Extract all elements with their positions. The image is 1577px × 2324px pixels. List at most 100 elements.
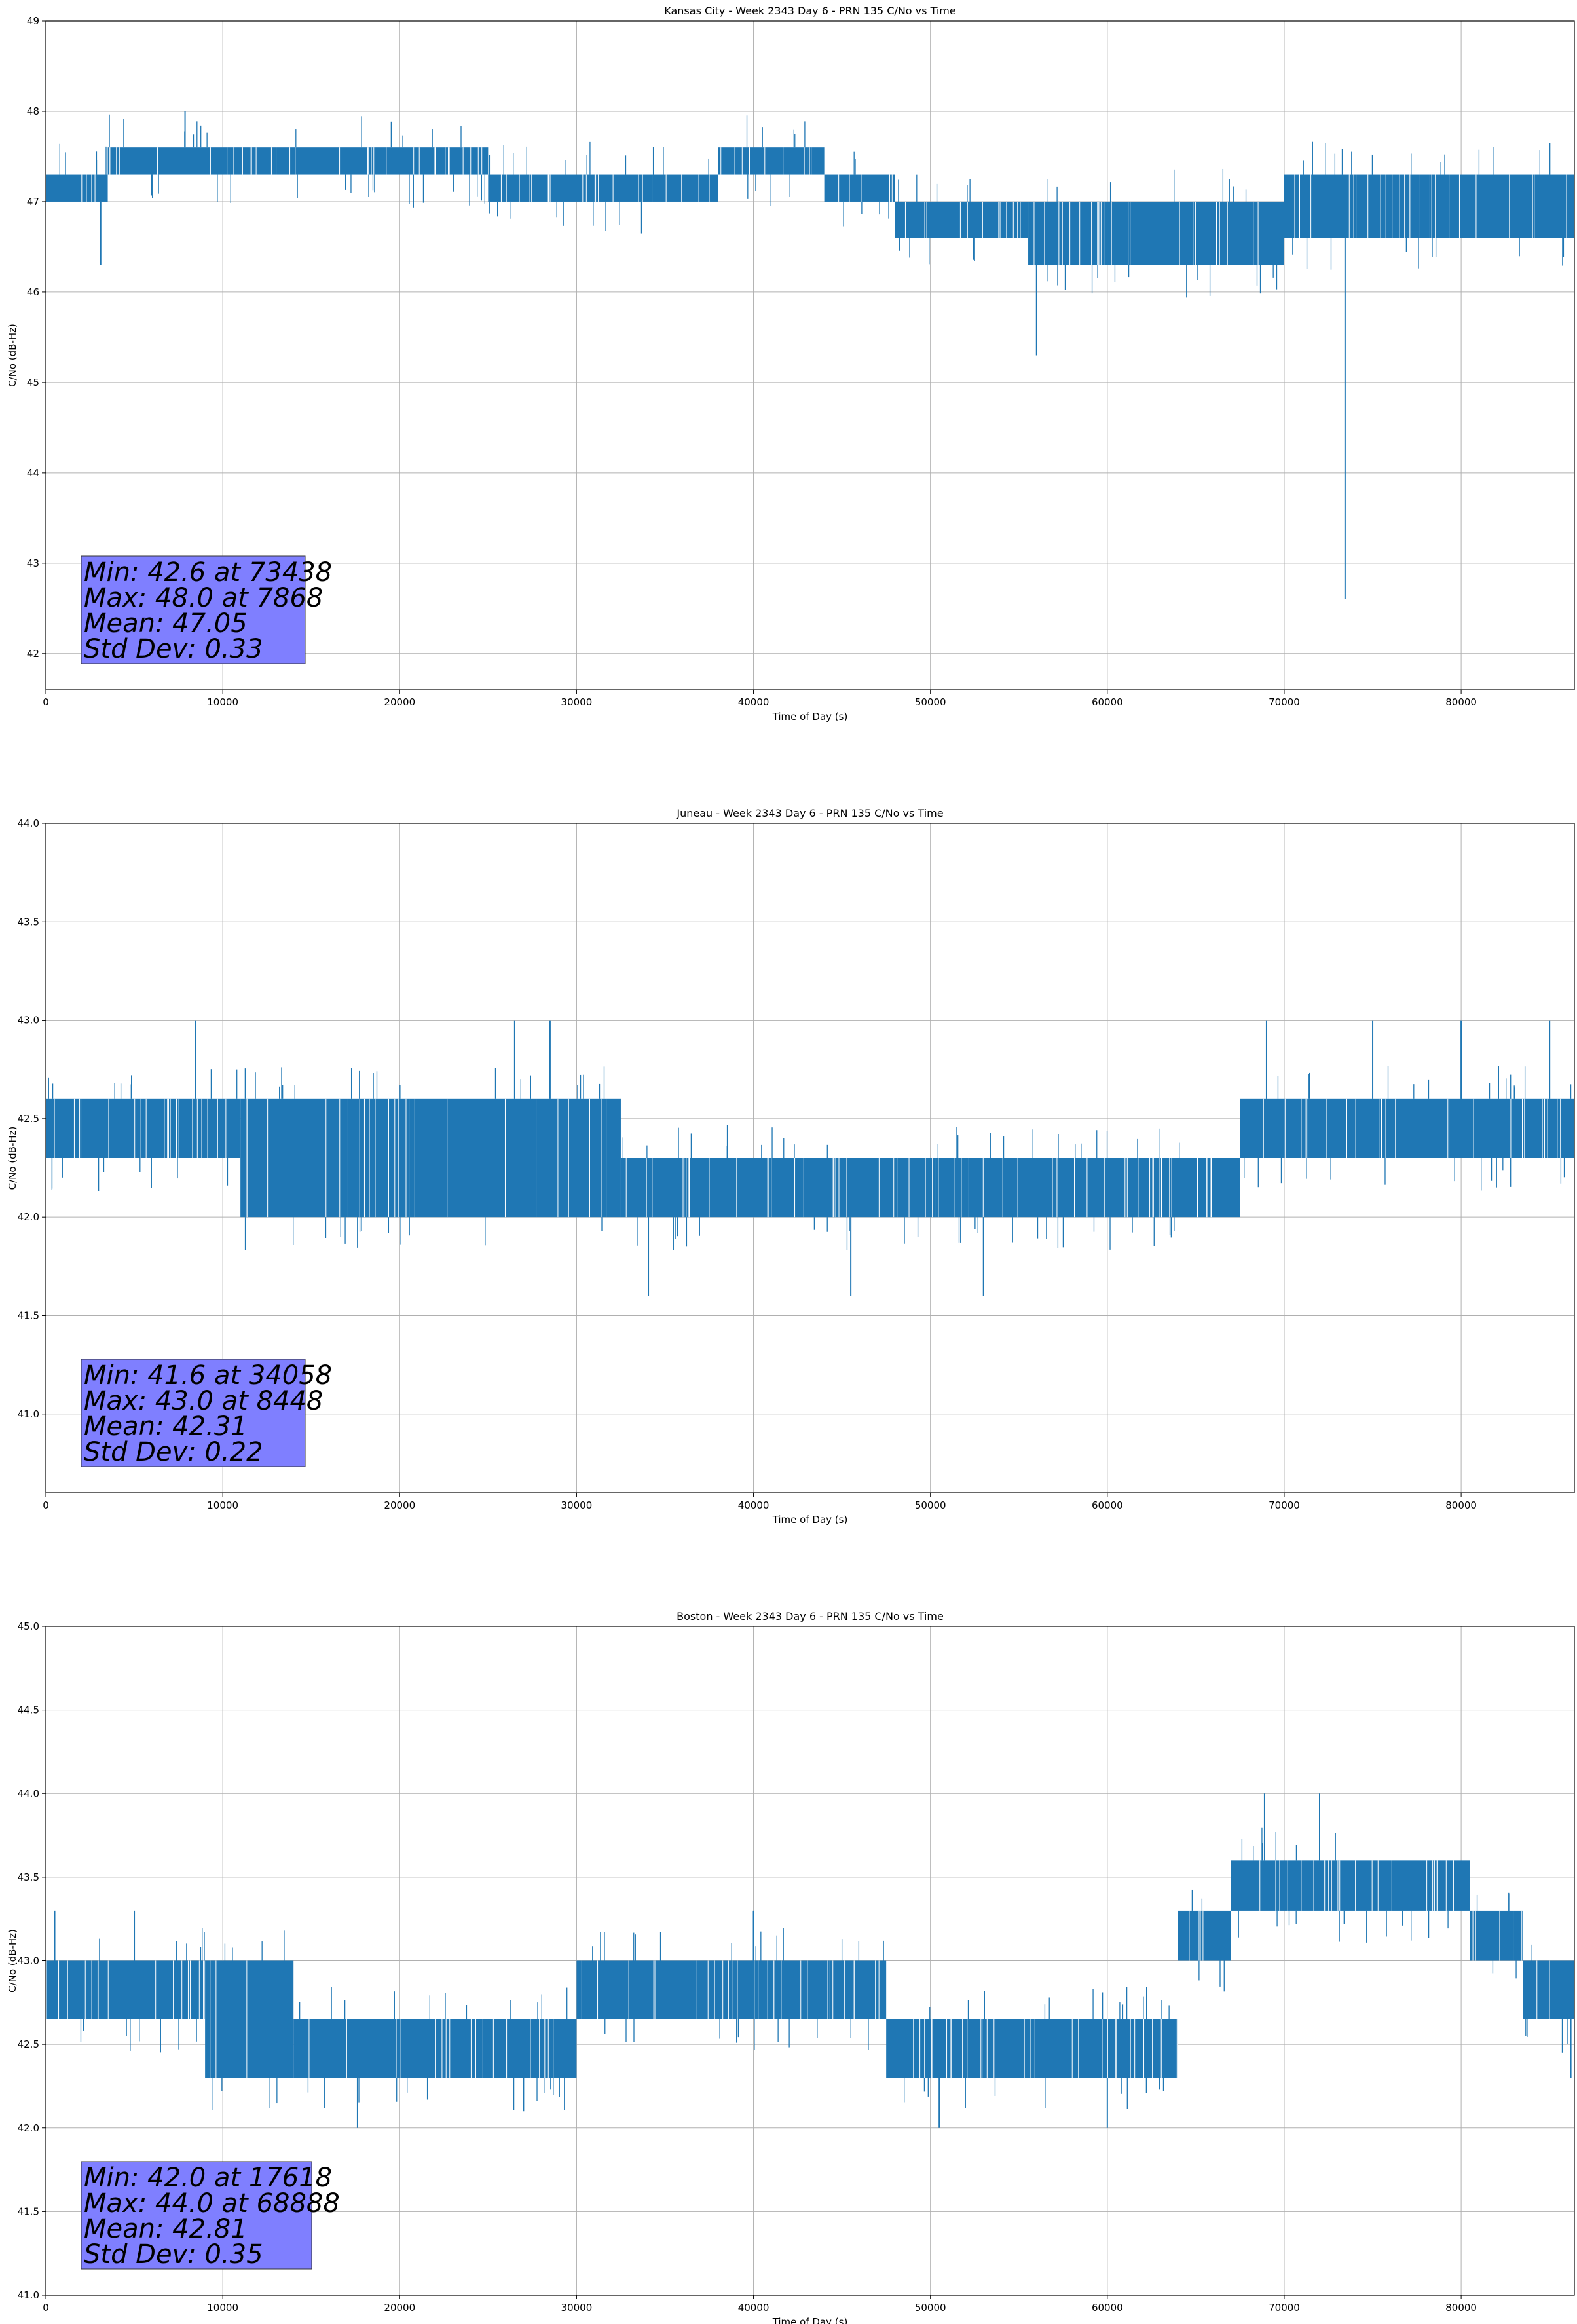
chart-panel-2: 0 10000 20000 30000 40000 50000 60000 70000 8000… xyxy=(7,1610,1575,2324)
data-band xyxy=(576,1960,887,2019)
y-tick-label: 46 xyxy=(27,286,39,298)
y-tick-label: 43 xyxy=(27,557,39,569)
data-band xyxy=(824,174,895,202)
y-axis-label: C/No (dB-Hz) xyxy=(7,1127,18,1190)
x-tick-label: 30000 xyxy=(561,1499,593,1511)
x-tick-label: 70000 xyxy=(1269,1499,1300,1511)
y-tick-label: 43.5 xyxy=(18,916,39,928)
data-band xyxy=(205,1960,294,2078)
series-c-no xyxy=(46,1793,1574,2128)
x-tick-label: 0 xyxy=(43,1499,49,1511)
data-band xyxy=(895,201,1028,238)
x-tick-label: 50000 xyxy=(915,1499,946,1511)
y-tick-label: 42 xyxy=(27,648,39,660)
x-tick-label: 30000 xyxy=(561,2302,593,2314)
stats-line: Max: 48.0 at 7868 xyxy=(84,583,323,613)
x-tick-label: 20000 xyxy=(384,1499,415,1511)
y-tick-label: 42.0 xyxy=(18,2122,39,2134)
data-band xyxy=(886,2019,1178,2078)
data-band xyxy=(1231,1860,1470,1911)
data-band xyxy=(1284,1098,1574,1158)
data-band xyxy=(1523,1960,1574,2019)
series-c-no xyxy=(46,1020,1574,1296)
stats-line: Std Dev: 0.35 xyxy=(84,2240,263,2270)
x-tick-label: 40000 xyxy=(738,1499,770,1511)
stats-box-background xyxy=(81,2161,312,2270)
data-band xyxy=(46,1960,206,2019)
y-tick-label: 41.5 xyxy=(18,2205,39,2217)
stats-box-background xyxy=(81,555,306,664)
y-tick-label: 45.0 xyxy=(18,1621,39,1632)
chart-title: Juneau - Week 2343 Day 6 - PRN 135 C/No … xyxy=(676,807,943,819)
data-band xyxy=(240,1098,621,1218)
x-tick-label: 60000 xyxy=(1092,696,1123,708)
x-tick-label: 10000 xyxy=(207,1499,238,1511)
chart-title: Boston - Week 2343 Day 6 - PRN 135 C/No … xyxy=(677,1610,944,1622)
x-tick-label: 70000 xyxy=(1269,2302,1300,2314)
y-tick-label: 47 xyxy=(27,196,39,208)
y-axis-label: C/No (dB-Hz) xyxy=(7,324,18,387)
x-tick-label: 20000 xyxy=(384,696,415,708)
x-tick-label: 40000 xyxy=(738,696,770,708)
x-tick-label: 80000 xyxy=(1445,696,1477,708)
y-tick-label: 41.5 xyxy=(18,1309,39,1321)
x-tick-label: 70000 xyxy=(1269,696,1300,708)
axes-frame xyxy=(45,823,1575,1493)
series-c-no xyxy=(46,111,1574,600)
chart-panel-1: 0 10000 20000 30000 40000 50000 60000 70000 8000… xyxy=(7,807,1575,1526)
y-axis-label: C/No (dB-Hz) xyxy=(7,1929,18,1993)
data-band xyxy=(1470,1910,1523,1961)
x-tick-label: 20000 xyxy=(384,2302,415,2314)
data-band xyxy=(46,174,108,202)
y-tick-label: 44 xyxy=(27,467,39,479)
y-tick-label: 42.5 xyxy=(18,2038,39,2050)
stats-line: Std Dev: 0.33 xyxy=(84,634,263,664)
stats-line: Min: 42.0 at 17618 xyxy=(84,2163,332,2193)
y-tick-label: 43.0 xyxy=(18,1955,39,1967)
stats-line: Mean: 42.81 xyxy=(84,2214,248,2244)
data-band xyxy=(1284,174,1574,238)
stats-line: Max: 43.0 at 8448 xyxy=(84,1386,323,1416)
x-tick-label: 10000 xyxy=(207,696,238,708)
x-tick-label: 40000 xyxy=(738,2302,770,2314)
y-tick-label: 42.5 xyxy=(18,1113,39,1125)
data-band xyxy=(488,174,718,202)
chart-panel-0: 0 10000 20000 30000 40000 50000 60000 70000 8000… xyxy=(7,5,1575,722)
x-tick-label: 0 xyxy=(43,696,49,708)
y-tick-label: 49 xyxy=(27,15,39,27)
y-tick-label: 43.0 xyxy=(18,1015,39,1026)
data-band xyxy=(718,147,825,175)
stats-line: Max: 44.0 at 68888 xyxy=(84,2188,340,2219)
y-tick-label: 41.0 xyxy=(18,1408,39,1420)
data-band xyxy=(1178,1910,1231,1961)
x-tick-label: 60000 xyxy=(1092,2302,1123,2314)
chart-title: Kansas City - Week 2343 Day 6 - PRN 135 … xyxy=(664,5,955,17)
stats-line: Mean: 47.05 xyxy=(84,609,248,639)
y-tick-label: 43.5 xyxy=(18,1871,39,1883)
x-axis-label: Time of Day (s) xyxy=(772,2316,848,2324)
data-band xyxy=(1028,201,1284,265)
x-tick-label: 80000 xyxy=(1445,2302,1477,2314)
data-band xyxy=(620,1158,1240,1218)
stats-line: Std Dev: 0.22 xyxy=(84,1437,263,1467)
x-tick-label: 80000 xyxy=(1445,1499,1477,1511)
stats-line: Mean: 42.31 xyxy=(84,1412,248,1442)
y-tick-label: 45 xyxy=(27,377,39,388)
axes-frame xyxy=(45,20,1575,690)
data-band xyxy=(46,1098,241,1158)
stats-box-background xyxy=(81,1359,306,1467)
x-tick-label: 0 xyxy=(43,2302,49,2314)
stats-line: Min: 42.6 at 73438 xyxy=(84,557,332,588)
x-axis-label: Time of Day (s) xyxy=(772,1514,848,1526)
x-tick-label: 10000 xyxy=(207,2302,238,2314)
x-tick-label: 60000 xyxy=(1092,1499,1123,1511)
y-tick-label: 41.0 xyxy=(18,2289,39,2301)
y-tick-label: 48 xyxy=(27,105,39,117)
data-band xyxy=(1240,1098,1284,1158)
stats-line: Min: 41.6 at 34058 xyxy=(84,1360,332,1391)
x-tick-label: 50000 xyxy=(915,696,946,708)
y-tick-label: 42.0 xyxy=(18,1211,39,1223)
y-tick-label: 44.0 xyxy=(18,817,39,829)
